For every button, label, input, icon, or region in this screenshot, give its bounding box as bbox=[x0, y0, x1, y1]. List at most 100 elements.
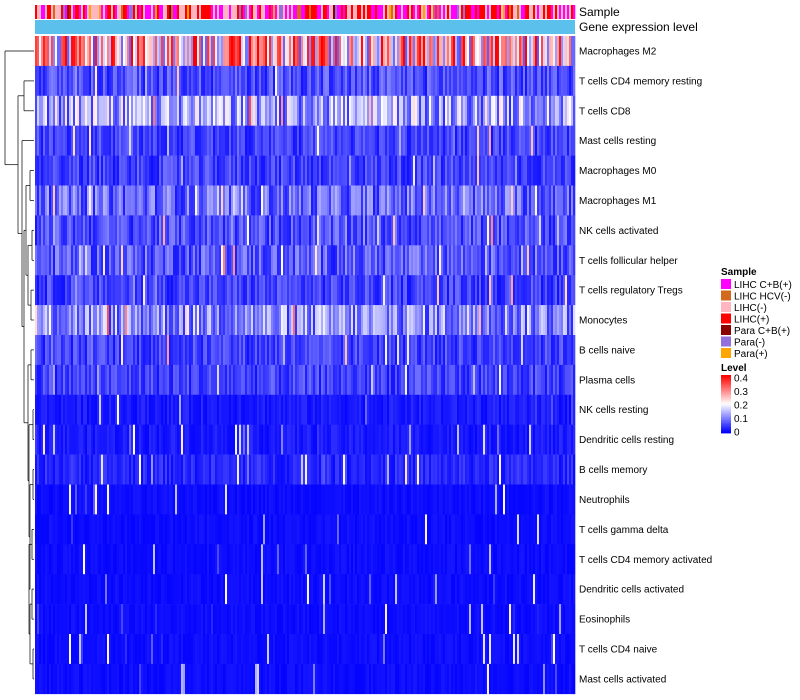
heatmap-cell bbox=[171, 245, 174, 276]
heatmap-cell bbox=[229, 65, 232, 97]
heatmap-cell bbox=[507, 305, 510, 336]
heatmap-cell bbox=[483, 95, 486, 126]
heatmap-cell bbox=[407, 155, 410, 186]
heatmap-cell bbox=[95, 364, 98, 396]
heatmap-cell bbox=[305, 65, 308, 97]
heatmap-cell bbox=[141, 514, 144, 545]
heatmap-cell bbox=[69, 305, 72, 336]
heatmap-cell bbox=[387, 364, 390, 396]
heatmap-cell bbox=[451, 36, 454, 67]
heatmap-cell bbox=[133, 95, 136, 126]
heatmap-cell bbox=[497, 155, 500, 186]
heatmap-cell bbox=[145, 155, 148, 186]
heatmap-cell bbox=[353, 245, 356, 276]
heatmap-cell bbox=[431, 155, 434, 186]
heatmap-cell bbox=[91, 185, 94, 216]
heatmap-cell bbox=[89, 215, 92, 246]
heatmap-cell bbox=[85, 454, 88, 485]
heatmap-cell bbox=[93, 484, 96, 515]
heatmap-cell bbox=[365, 65, 368, 97]
heatmap-cell bbox=[249, 155, 252, 186]
heatmap-cell bbox=[541, 185, 544, 216]
heatmap-cell bbox=[83, 275, 86, 306]
heatmap-cell bbox=[465, 215, 468, 246]
heatmap-cell bbox=[531, 394, 534, 425]
heatmap-cell bbox=[511, 514, 514, 545]
heatmap-cell bbox=[143, 454, 146, 485]
heatmap-cell bbox=[529, 394, 532, 425]
heatmap-cell bbox=[393, 245, 396, 276]
heatmap-cell bbox=[517, 185, 520, 216]
heatmap-cell bbox=[331, 305, 334, 336]
heatmap-cell bbox=[155, 245, 158, 276]
heatmap-cell bbox=[73, 155, 76, 186]
heatmap-cell bbox=[347, 514, 350, 545]
heatmap-cell bbox=[227, 335, 230, 366]
heatmap-cell bbox=[547, 305, 550, 336]
heatmap-cell bbox=[99, 245, 102, 276]
heatmap-cell bbox=[269, 364, 272, 396]
heatmap-cell bbox=[135, 125, 138, 156]
heatmap-cell bbox=[281, 275, 284, 306]
heatmap-cell bbox=[323, 95, 326, 126]
heatmap-cell bbox=[447, 514, 450, 545]
heatmap-cell bbox=[83, 245, 86, 276]
heatmap-cell bbox=[329, 275, 332, 306]
heatmap-cell bbox=[73, 305, 76, 336]
heatmap-cell bbox=[229, 155, 232, 186]
heatmap-cell bbox=[287, 155, 290, 186]
heatmap-cell bbox=[109, 335, 112, 366]
heatmap-cell bbox=[237, 65, 240, 97]
heatmap-cell bbox=[567, 155, 570, 186]
heatmap-cell bbox=[483, 424, 486, 455]
heatmap-cell bbox=[471, 245, 474, 276]
heatmap-cell bbox=[333, 335, 336, 366]
heatmap-cell bbox=[419, 95, 422, 126]
heatmap-cell bbox=[337, 454, 340, 485]
heatmap-cell bbox=[111, 95, 114, 126]
heatmap-cell bbox=[539, 275, 542, 306]
heatmap-cell bbox=[357, 424, 360, 455]
heatmap-cell bbox=[529, 245, 532, 276]
heatmap-cell bbox=[445, 275, 448, 306]
sample-track-cell bbox=[109, 5, 112, 19]
heatmap-cell bbox=[405, 215, 408, 246]
heatmap-cell bbox=[245, 36, 248, 67]
heatmap-cell bbox=[399, 484, 402, 515]
heatmap-cell bbox=[67, 514, 70, 545]
sample-track-cell bbox=[203, 5, 206, 19]
heatmap-cell bbox=[371, 364, 374, 396]
heatmap-cell bbox=[149, 335, 152, 366]
heatmap-cell bbox=[407, 484, 410, 515]
heatmap-cell bbox=[571, 185, 574, 216]
heatmap-cell bbox=[243, 454, 246, 485]
heatmap-cell bbox=[77, 305, 80, 336]
heatmap-cell bbox=[411, 125, 414, 156]
heatmap-cell bbox=[341, 424, 344, 455]
heatmap-cell bbox=[289, 424, 292, 455]
heatmap-cell bbox=[99, 185, 102, 216]
heatmap-cell bbox=[441, 65, 444, 97]
heatmap-cell bbox=[533, 185, 536, 216]
heatmap-cell bbox=[71, 394, 74, 425]
heatmap-cell bbox=[67, 215, 70, 246]
heatmap-cell bbox=[39, 364, 42, 396]
heatmap-cell bbox=[387, 155, 390, 186]
heatmap-cell bbox=[429, 364, 432, 396]
heatmap-cell bbox=[225, 335, 228, 366]
heatmap-cell bbox=[271, 335, 274, 366]
heatmap-cell bbox=[505, 185, 508, 216]
heatmap-cell bbox=[277, 335, 280, 366]
heatmap-cell bbox=[393, 215, 396, 246]
heatmap-cell bbox=[519, 305, 522, 336]
heatmap-cell bbox=[485, 335, 488, 366]
heatmap-cell bbox=[553, 424, 556, 455]
heatmap-cell bbox=[369, 424, 372, 455]
heatmap-cell bbox=[497, 65, 500, 97]
heatmap-cell bbox=[65, 36, 68, 67]
heatmap-cell bbox=[291, 155, 294, 186]
heatmap-cell bbox=[531, 335, 534, 366]
heatmap-cell bbox=[193, 155, 196, 186]
sample-track-cell bbox=[405, 5, 408, 19]
heatmap-cell bbox=[569, 454, 572, 485]
